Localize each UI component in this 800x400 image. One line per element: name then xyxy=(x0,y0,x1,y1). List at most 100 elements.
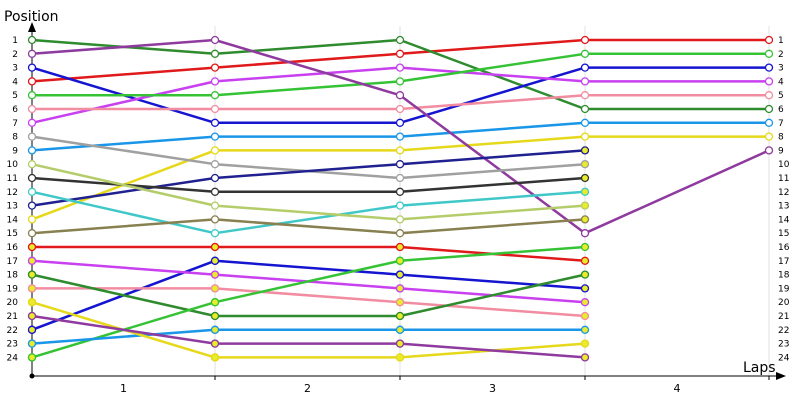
y-tick-label-right: 19 xyxy=(778,284,790,294)
y-tick-label-right: 6 xyxy=(778,105,784,115)
series-point xyxy=(395,35,405,45)
y-tick-label-left: 13 xyxy=(7,202,18,212)
series-point xyxy=(395,91,405,100)
vertical-grid xyxy=(214,26,770,376)
x-tick-label: 1 xyxy=(120,382,127,395)
series-point xyxy=(27,311,37,321)
y-tick-label-right: 10 xyxy=(778,160,790,170)
y-tick-label-right: 15 xyxy=(778,229,789,239)
y-tick-label-right: 3 xyxy=(778,64,784,74)
series-point xyxy=(580,187,590,196)
series-point xyxy=(395,118,405,127)
y-tick-label-right: 5 xyxy=(778,91,784,101)
series-point xyxy=(764,63,774,72)
series-point xyxy=(210,104,220,114)
series-line xyxy=(31,245,586,359)
series-point xyxy=(580,284,590,293)
y-tick-label-left: 6 xyxy=(12,105,18,115)
y-tick-label-left: 23 xyxy=(7,340,18,350)
series-point xyxy=(395,49,405,58)
series-point xyxy=(580,353,590,362)
y-tick-label-right: 9 xyxy=(778,146,784,156)
y-tick-label-left: 24 xyxy=(7,353,19,363)
x-tick-label: 4 xyxy=(674,382,681,395)
y-axis-arrow-icon xyxy=(28,22,36,32)
series-point xyxy=(27,35,37,45)
series-point xyxy=(210,311,220,321)
x-axis-title: Laps xyxy=(743,360,776,376)
y-tick-label-left: 21 xyxy=(7,312,18,322)
series-point xyxy=(27,104,37,114)
series-point xyxy=(395,284,405,293)
y-tick-label-right: 20 xyxy=(778,298,790,308)
series-point xyxy=(210,353,220,362)
series-point xyxy=(395,63,405,72)
series-point xyxy=(580,215,590,224)
y-tick-label-left: 18 xyxy=(7,271,19,281)
y-tick-label-right: 8 xyxy=(778,133,784,143)
series-point xyxy=(395,173,405,183)
series-point xyxy=(210,132,220,141)
series-point xyxy=(210,35,220,45)
series-point xyxy=(27,160,37,169)
series-point xyxy=(27,187,37,196)
series-point xyxy=(764,35,774,45)
y-tick-label-left: 17 xyxy=(7,257,18,267)
y-tick-label-right: 2 xyxy=(778,50,784,60)
series-point xyxy=(580,160,590,169)
y-tick-label-left: 8 xyxy=(12,133,18,143)
series-point xyxy=(580,91,590,100)
series-point xyxy=(580,325,590,334)
series-point xyxy=(27,146,37,155)
series-point xyxy=(580,63,590,72)
y-tick-label-right: 22 xyxy=(778,326,789,336)
y-tick-label-left: 5 xyxy=(12,91,18,101)
series-point xyxy=(27,242,37,252)
y-tick-label-left: 3 xyxy=(12,64,18,74)
series-point xyxy=(580,256,590,265)
x-tick-label: 3 xyxy=(489,382,496,395)
y-tick-label-left: 11 xyxy=(7,174,18,184)
y-axis-title: Position xyxy=(4,9,59,25)
y-tick-label-right: 24 xyxy=(778,353,790,363)
y-tick-label-left: 14 xyxy=(7,215,19,225)
series-point xyxy=(580,270,590,279)
series-point xyxy=(395,146,405,155)
series-point xyxy=(210,325,220,334)
series-line xyxy=(31,328,585,345)
y-tick-label-left: 20 xyxy=(7,298,19,308)
y-tick-label-left: 1 xyxy=(12,36,18,46)
series-line xyxy=(31,190,586,235)
series-point xyxy=(210,91,220,100)
y-tick-label-left: 4 xyxy=(12,77,18,87)
x-tick-label: 2 xyxy=(304,382,311,395)
series-point xyxy=(27,339,37,348)
series-point xyxy=(27,215,37,224)
series-point xyxy=(764,104,774,114)
series-point xyxy=(27,63,37,72)
y-tick-label-left: 16 xyxy=(7,243,19,253)
series-point xyxy=(580,132,590,141)
y-tick-label-left: 15 xyxy=(7,229,18,239)
series-point xyxy=(27,256,37,265)
series-point xyxy=(27,325,37,334)
series-point xyxy=(395,311,405,321)
series-point xyxy=(210,201,220,210)
series-point xyxy=(395,229,405,238)
series-point xyxy=(395,339,405,348)
series-point xyxy=(580,146,590,155)
y-tick-label-left: 10 xyxy=(7,160,19,170)
series-line xyxy=(31,314,586,359)
y-tick-label-right: 11 xyxy=(778,174,789,184)
y-tick-label-left: 12 xyxy=(7,188,18,198)
series-line xyxy=(31,218,586,235)
series-point xyxy=(580,298,590,307)
series-point xyxy=(395,270,405,279)
series-point xyxy=(27,201,37,210)
y-tick-label-left: 7 xyxy=(12,119,18,129)
series-point xyxy=(395,353,405,362)
series-point xyxy=(580,229,590,238)
series-point xyxy=(764,118,774,127)
series-point xyxy=(764,49,774,58)
